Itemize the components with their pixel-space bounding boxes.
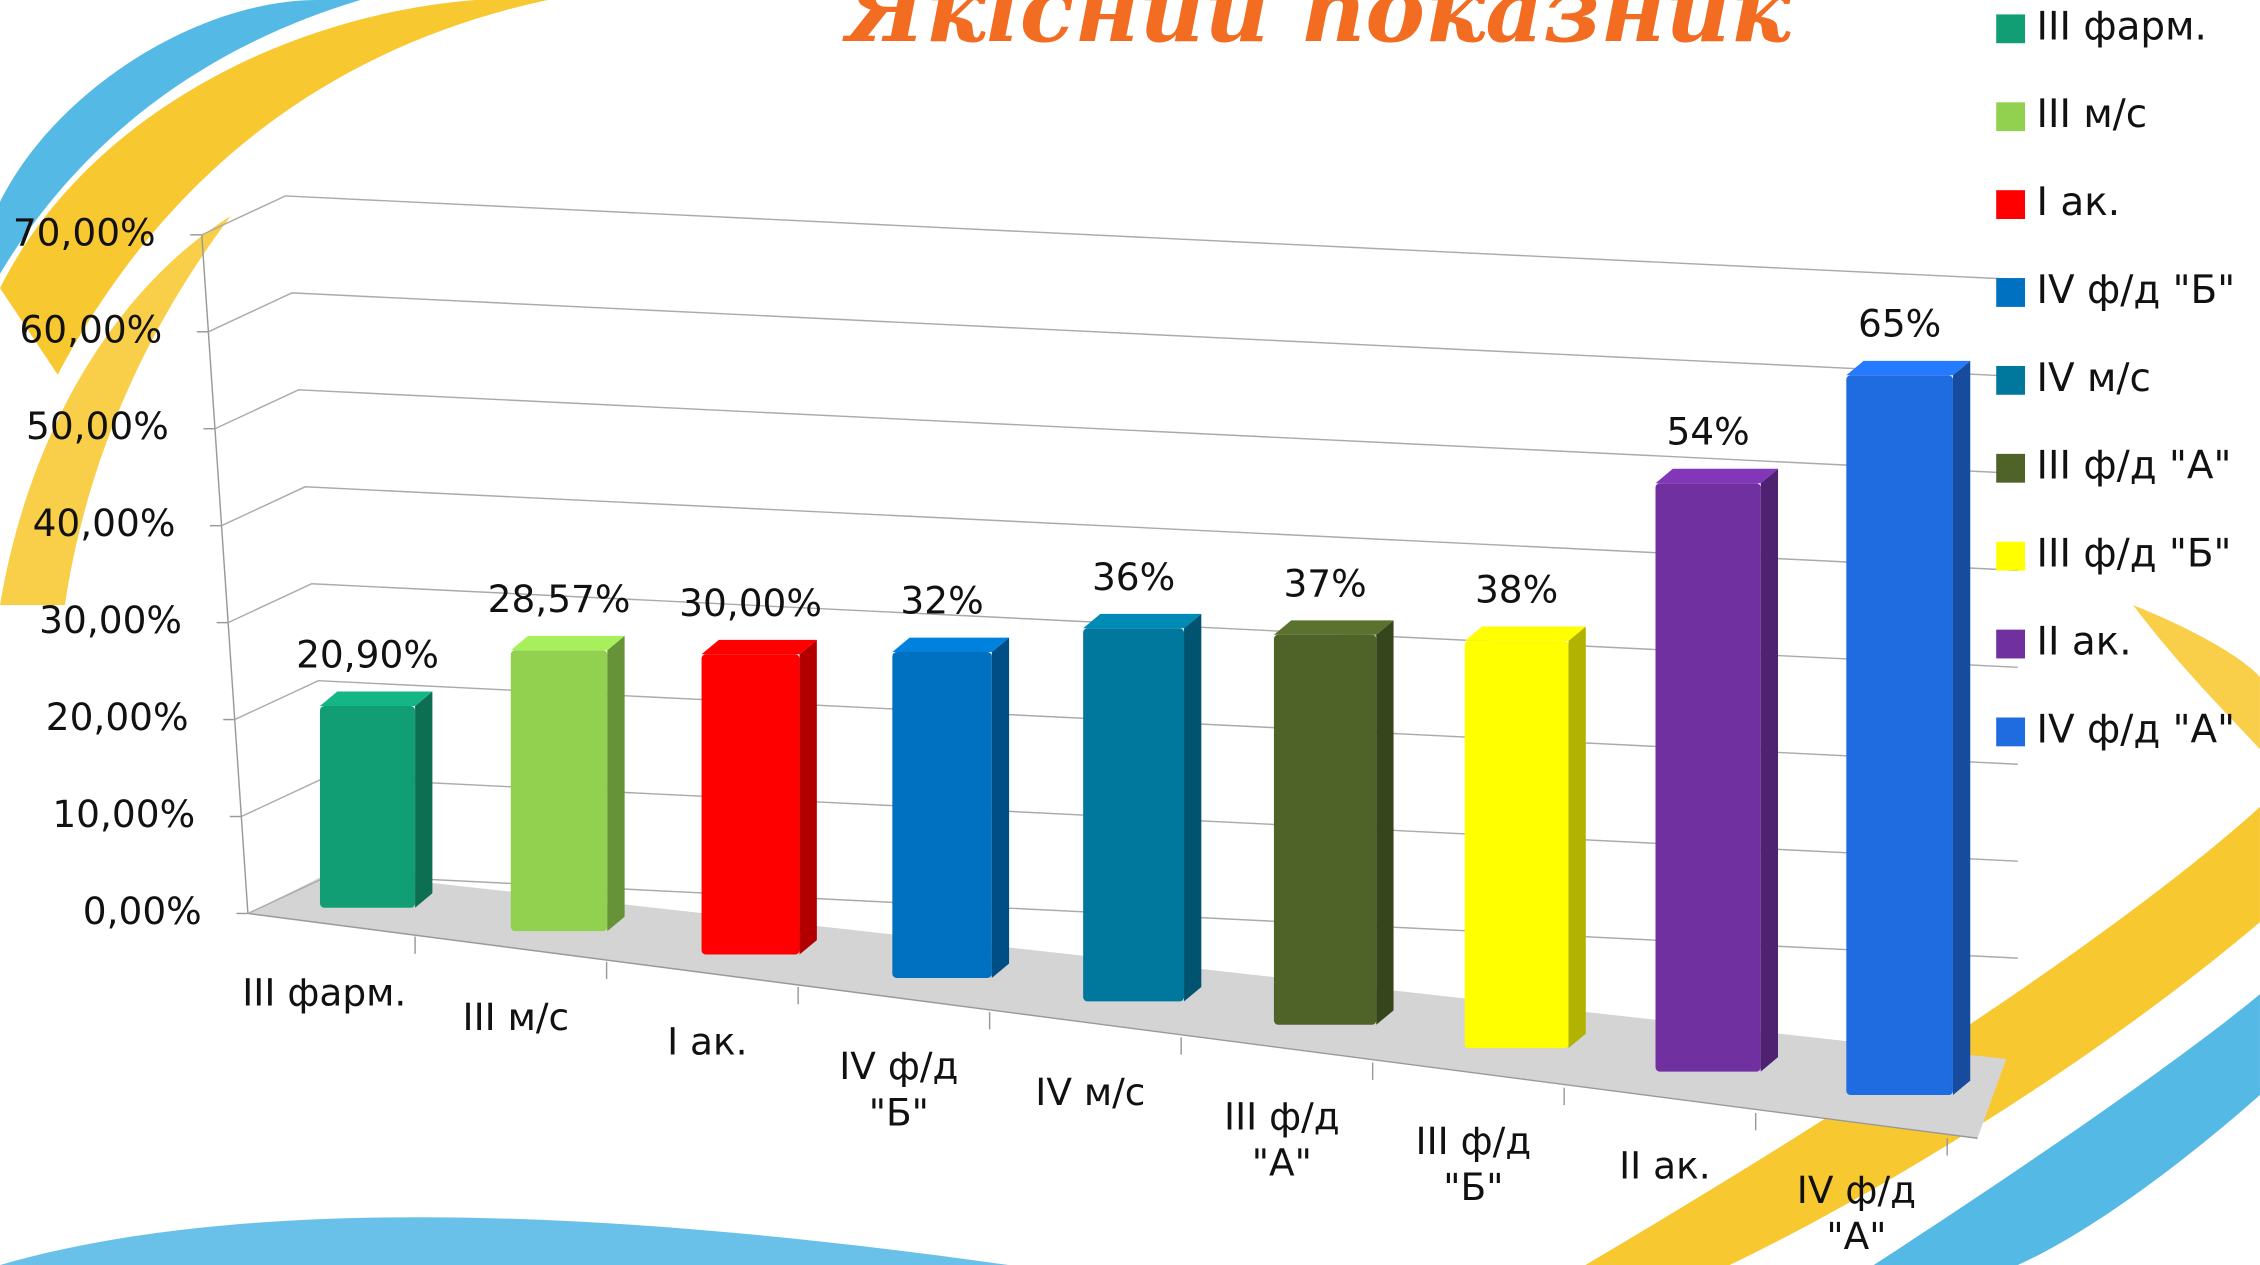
value-label: 32% — [900, 579, 983, 623]
value-label: 30,00% — [679, 581, 822, 625]
value-label: 28,57% — [488, 577, 631, 621]
bar-side — [1184, 614, 1201, 1001]
legend-swatch — [1996, 454, 2025, 483]
legend-swatch — [1996, 102, 2025, 131]
y-tick-label: 50,00% — [26, 404, 169, 448]
x-tick-label: III ф/д "А" — [1192, 1094, 1371, 1186]
legend-swatch — [1996, 718, 2025, 747]
bar-top — [1656, 469, 1779, 483]
legend-label: III м/с — [2037, 92, 2148, 137]
x-tick-label: IV ф/д "Б" — [809, 1045, 988, 1137]
legend-label: III ф/д "А" — [2037, 444, 2232, 489]
bar-side — [1953, 361, 1970, 1095]
legend-label: II ак. — [2037, 620, 2132, 665]
bar — [1274, 635, 1376, 1025]
x-tick-label: III ф/д "Б" — [1384, 1119, 1563, 1211]
y-tick-label: 70,00% — [13, 210, 156, 254]
y-tick-label: 40,00% — [33, 501, 176, 545]
bar-side — [992, 638, 1009, 978]
value-label: 65% — [1858, 302, 1941, 346]
bar — [702, 654, 800, 954]
legend-swatch — [1996, 190, 2025, 219]
grid-line — [202, 196, 2018, 280]
value-label: 20,90% — [296, 632, 439, 676]
y-axis — [202, 235, 248, 914]
bar-top — [1083, 614, 1201, 628]
value-label: 54% — [1666, 410, 1749, 454]
value-label: 36% — [1092, 555, 1175, 599]
legend-swatch — [1996, 14, 2025, 43]
grid-line — [208, 293, 2017, 377]
legend-label: IV ф/д "А" — [2037, 707, 2235, 752]
legend-label: III ф/д "Б" — [2037, 532, 2232, 577]
bar-side — [1761, 469, 1778, 1072]
bar — [320, 706, 415, 908]
x-tick-label: III м/с — [426, 996, 605, 1042]
page: Якісний показник 0,00% 10,00% 20,00% 30,00%… — [0, 0, 2260, 1265]
y-tick-label: 60,00% — [19, 307, 162, 351]
bar — [1656, 483, 1761, 1071]
y-tick-label: 10,00% — [52, 792, 195, 836]
bar — [1846, 375, 1953, 1095]
bar-top — [1274, 620, 1394, 634]
bar-side — [415, 692, 432, 908]
bar-top — [1465, 626, 1586, 640]
bar-side — [1568, 626, 1585, 1048]
value-label: 38% — [1475, 567, 1558, 611]
y-tick-label: 20,00% — [46, 695, 189, 739]
value-label: 37% — [1283, 561, 1366, 605]
x-tick-label: III фарм. — [235, 971, 414, 1017]
bar-top — [320, 692, 432, 706]
bar-side — [800, 640, 817, 955]
x-tick-label: I ак. — [618, 1020, 797, 1066]
legend-label: IV ф/д "Б" — [2037, 268, 2236, 313]
legend-swatch — [1996, 542, 2025, 571]
bar — [1465, 641, 1569, 1048]
bar-top — [1846, 361, 1970, 375]
slide: Якісний показник 0,00% 10,00% 20,00% 30,00%… — [0, 0, 2260, 1265]
legend-swatch — [1996, 630, 2025, 659]
y-tick-label: 0,00% — [83, 889, 202, 933]
legend-swatch — [1996, 278, 2025, 307]
bar — [892, 652, 991, 978]
legend-label: I ак. — [2037, 180, 2121, 225]
legend-swatch — [1996, 366, 2025, 395]
x-tick-label: IV м/с — [1001, 1070, 1180, 1116]
bar-top — [892, 638, 1009, 652]
bar — [511, 650, 608, 931]
x-tick-label: II ак. — [1576, 1144, 1755, 1190]
legend-label: III фарм. — [2037, 4, 2207, 49]
bar — [1083, 628, 1184, 1001]
bar-top — [511, 636, 625, 650]
legend-label: IV м/с — [2037, 356, 2151, 401]
bar-side — [607, 636, 624, 931]
bar-top — [702, 640, 817, 654]
x-tick-label: IV ф/д "А" — [1767, 1168, 1946, 1260]
y-tick-label: 30,00% — [39, 598, 182, 642]
bar-side — [1376, 620, 1393, 1024]
chart-title: Якісний показник — [842, 0, 1792, 63]
